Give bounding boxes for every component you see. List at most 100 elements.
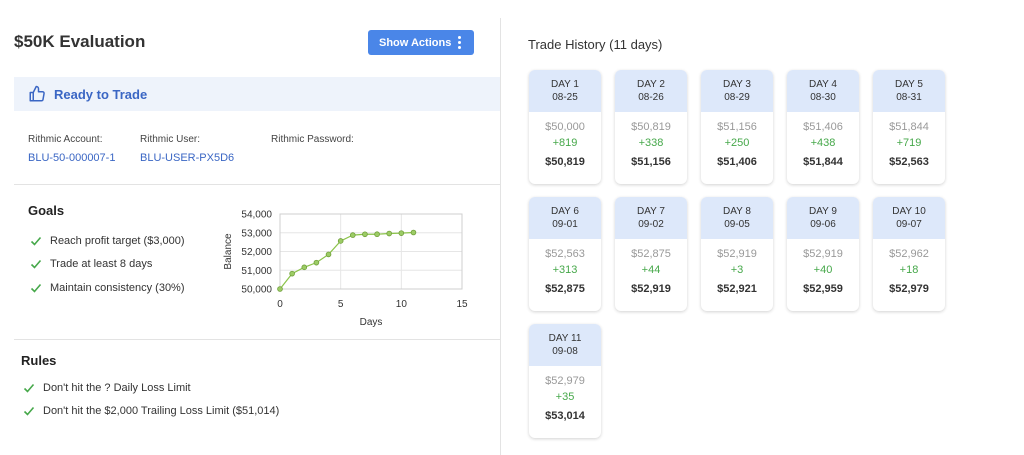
y-tick-label: 53,000 bbox=[241, 228, 272, 239]
day-pnl: +35 bbox=[555, 391, 575, 403]
day-end-balance: $51,156 bbox=[631, 156, 671, 168]
day-start-balance: $51,156 bbox=[717, 121, 757, 133]
balance-chart-svg: 50,000 51,000 52,000 53,000 54,000 0 5 10 15 Days… bbox=[223, 210, 468, 329]
day-card[interactable]: DAY 9 09-06 $52,919 +40 $52,959 bbox=[787, 197, 859, 311]
y-tick-label: 50,000 bbox=[241, 285, 272, 296]
day-pnl: +40 bbox=[813, 264, 833, 276]
x-tick-label: 10 bbox=[396, 299, 408, 310]
day-date: 09-06 bbox=[810, 219, 836, 230]
account-column: Rithmic Account: BLU-50-000007-1 bbox=[28, 134, 115, 164]
day-date: 08-25 bbox=[552, 92, 578, 103]
day-card-header: DAY 10 09-07 bbox=[873, 197, 945, 239]
day-card[interactable]: DAY 1 08-25 $50,000 +819 $50,819 bbox=[529, 70, 601, 184]
data-point bbox=[362, 231, 368, 238]
goal-item: Trade at least 8 days bbox=[30, 258, 152, 270]
day-card[interactable]: DAY 6 09-01 $52,563 +313 $52,875 bbox=[529, 197, 601, 311]
day-card-body: $50,819 +338 $51,156 bbox=[615, 112, 687, 169]
day-date: 09-05 bbox=[724, 219, 750, 230]
day-start-balance: $52,962 bbox=[889, 248, 929, 260]
day-date: 09-07 bbox=[896, 219, 922, 230]
day-card[interactable]: DAY 3 08-29 $51,156 +250 $51,406 bbox=[701, 70, 773, 184]
goal-text: Maintain consistency (30%) bbox=[50, 282, 185, 294]
day-card-header: DAY 7 09-02 bbox=[615, 197, 687, 239]
day-card[interactable]: DAY 2 08-26 $50,819 +338 $51,156 bbox=[615, 70, 687, 184]
day-card[interactable]: DAY 7 09-02 $52,875 +44 $52,919 bbox=[615, 197, 687, 311]
x-tick-label: 5 bbox=[338, 299, 344, 310]
x-tick-label: 15 bbox=[456, 299, 468, 310]
goal-item: Maintain consistency (30%) bbox=[30, 282, 185, 294]
evaluation-title: $50K Evaluation bbox=[14, 32, 146, 51]
y-tick-label: 51,000 bbox=[241, 266, 272, 277]
day-end-balance: $52,921 bbox=[717, 283, 757, 295]
day-start-balance: $52,875 bbox=[631, 248, 671, 260]
day-label: DAY 1 bbox=[551, 79, 579, 90]
day-card[interactable]: DAY 8 09-05 $52,919 +3 $52,921 bbox=[701, 197, 773, 311]
status-label: Ready to Trade bbox=[54, 86, 148, 102]
divider bbox=[14, 339, 500, 340]
day-card-body: $52,962 +18 $52,979 bbox=[873, 239, 945, 296]
day-card[interactable]: DAY 10 09-07 $52,962 +18 $52,979 bbox=[873, 197, 945, 311]
day-end-balance: $52,919 bbox=[631, 283, 671, 295]
check-icon bbox=[30, 236, 42, 246]
day-pnl: +338 bbox=[638, 137, 664, 149]
day-card-header: DAY 8 09-05 bbox=[701, 197, 773, 239]
day-label: DAY 4 bbox=[809, 79, 837, 90]
account-label: Rithmic Account: bbox=[28, 134, 103, 145]
data-point bbox=[289, 270, 295, 277]
day-date: 08-30 bbox=[810, 92, 836, 103]
day-pnl: +719 bbox=[896, 137, 922, 149]
day-date: 09-08 bbox=[552, 346, 578, 357]
user-value[interactable]: BLU-USER-PX5D6 bbox=[140, 152, 235, 164]
data-point bbox=[386, 230, 393, 237]
day-start-balance: $50,000 bbox=[545, 121, 585, 133]
day-card-header: DAY 9 09-06 bbox=[787, 197, 859, 239]
goal-text: Trade at least 8 days bbox=[50, 258, 153, 270]
evaluation-header: $50K Evaluation Show Actions bbox=[14, 30, 474, 56]
day-card-body: $52,563 +313 $52,875 bbox=[529, 239, 601, 296]
data-point bbox=[374, 231, 380, 238]
day-card[interactable]: DAY 5 08-31 $51,844 +719 $52,563 bbox=[873, 70, 945, 184]
check-icon bbox=[30, 259, 42, 269]
goal-item: Reach profit target ($3,000) bbox=[30, 235, 185, 247]
day-card[interactable]: DAY 11 09-08 $52,979 +35 $53,014 bbox=[529, 324, 601, 438]
data-point bbox=[277, 286, 283, 292]
day-card[interactable]: DAY 4 08-30 $51,406 +438 $51,844 bbox=[787, 70, 859, 184]
day-card-body: $51,406 +438 $51,844 bbox=[787, 112, 859, 169]
day-start-balance: $52,979 bbox=[545, 375, 585, 387]
day-card-body: $51,844 +719 $52,563 bbox=[873, 112, 945, 169]
plot-frame bbox=[279, 213, 463, 290]
day-start-balance: $52,563 bbox=[545, 248, 585, 260]
day-label: DAY 9 bbox=[809, 206, 837, 217]
day-card-header: DAY 5 08-31 bbox=[873, 70, 945, 112]
data-point bbox=[325, 251, 332, 258]
day-card-header: DAY 1 08-25 bbox=[529, 70, 601, 112]
day-date: 08-31 bbox=[896, 92, 922, 103]
show-actions-button[interactable]: Show Actions bbox=[368, 30, 474, 55]
check-icon bbox=[23, 383, 35, 393]
day-card-body: $52,919 +40 $52,959 bbox=[787, 239, 859, 296]
day-end-balance: $52,563 bbox=[889, 156, 929, 168]
day-label: DAY 10 bbox=[892, 206, 926, 217]
day-end-balance: $51,406 bbox=[717, 156, 757, 168]
account-value[interactable]: BLU-50-000007-1 bbox=[28, 152, 116, 164]
day-pnl: +819 bbox=[552, 137, 578, 149]
day-label: DAY 3 bbox=[723, 79, 751, 90]
y-tick-label: 52,000 bbox=[241, 247, 272, 258]
day-card-body: $50,000 +819 $50,819 bbox=[529, 112, 601, 169]
user-column: Rithmic User: BLU-USER-PX5D6 bbox=[140, 134, 234, 164]
day-date: 09-01 bbox=[552, 219, 578, 230]
user-label: Rithmic User: bbox=[140, 134, 201, 145]
data-point bbox=[313, 259, 320, 266]
day-start-balance: $50,819 bbox=[631, 121, 671, 133]
show-actions-label: Show Actions bbox=[379, 36, 452, 49]
y-axis-label: Balance bbox=[223, 233, 234, 270]
day-start-balance: $52,919 bbox=[717, 248, 757, 260]
data-point bbox=[350, 232, 356, 238]
goal-text: Reach profit target ($3,000) bbox=[50, 235, 185, 247]
account-info: Rithmic Account: BLU-50-000007-1 Rithmic… bbox=[28, 134, 468, 174]
day-start-balance: $51,406 bbox=[803, 121, 843, 133]
day-label: DAY 2 bbox=[637, 79, 665, 90]
day-pnl: +250 bbox=[724, 137, 750, 149]
rule-item: Don't hit the $2,000 Trailing Loss Limit… bbox=[23, 405, 279, 417]
data-point bbox=[410, 229, 417, 236]
